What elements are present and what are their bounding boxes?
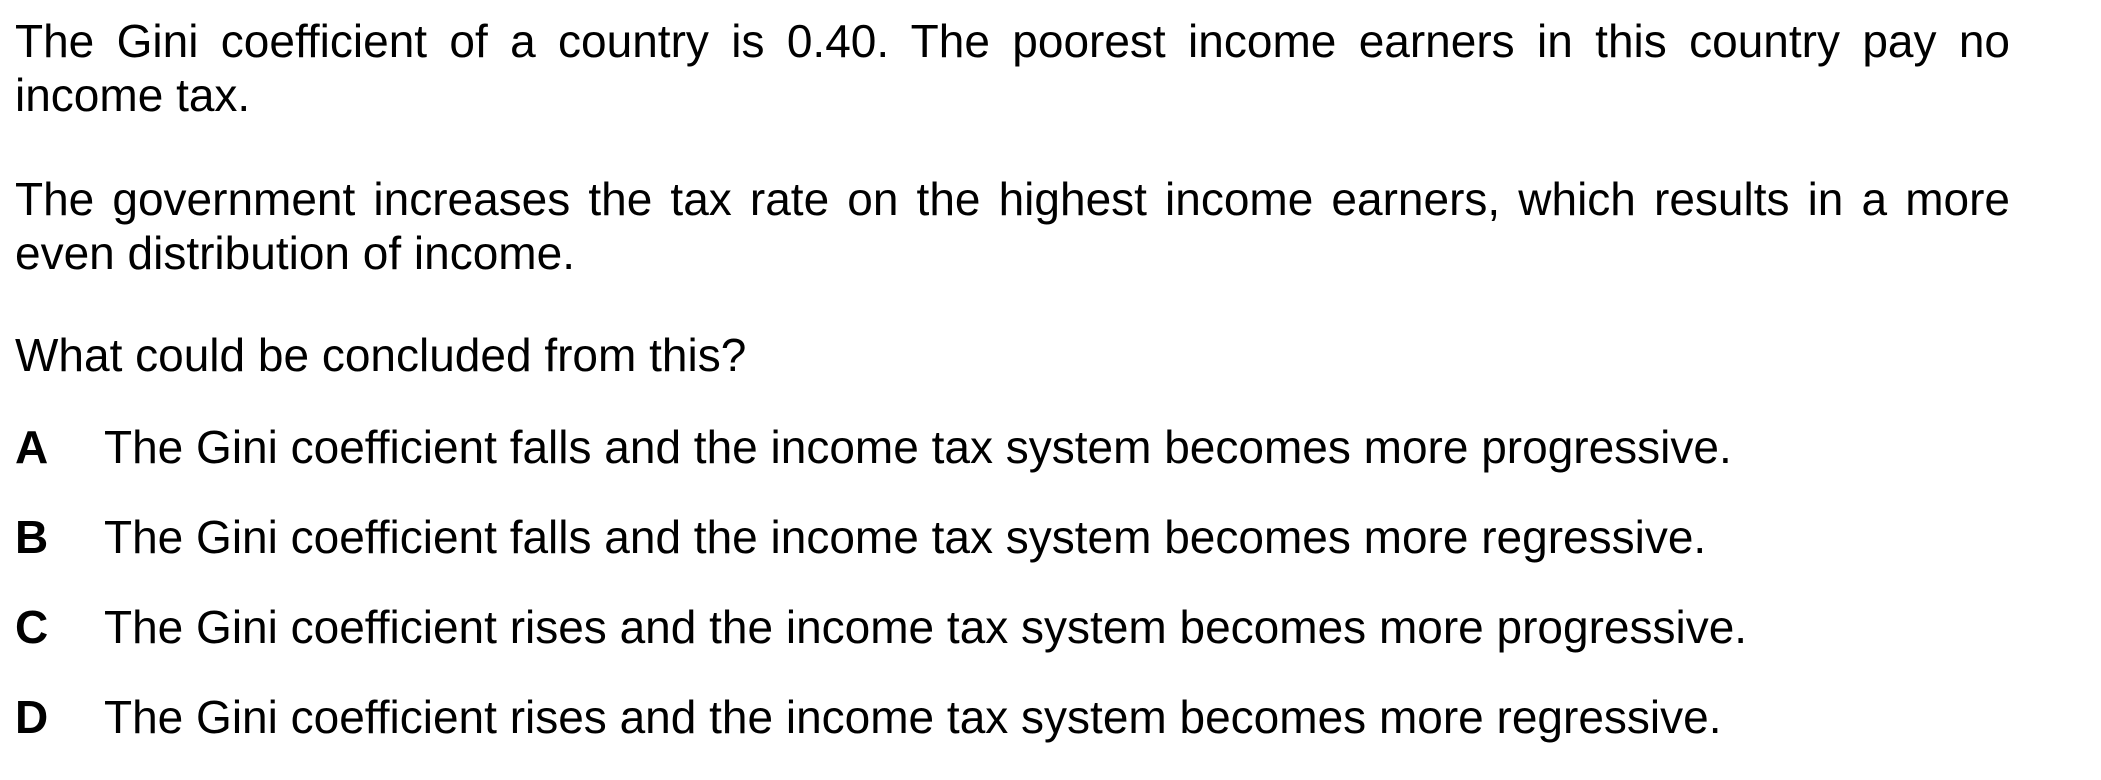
option-letter: A [15, 421, 49, 473]
option-text: The Gini coefficient falls and the incom… [104, 511, 1707, 563]
option-d[interactable]: D The Gini coefficient rises and the inc… [15, 690, 2010, 780]
question-prompt: What could be concluded from this? [15, 329, 747, 381]
option-c[interactable]: C The Gini coefficient rises and the inc… [15, 600, 2010, 690]
option-text: The Gini coefficient rises and the incom… [104, 601, 1748, 653]
option-b[interactable]: B The Gini coefficient falls and the inc… [15, 510, 2010, 600]
answer-options: A The Gini coefficient falls and the inc… [15, 420, 2010, 780]
option-letter: D [15, 691, 49, 743]
question-paragraph-1: The Gini coefficient of a country is 0.4… [15, 15, 2010, 121]
option-text: The Gini coefficient rises and the incom… [104, 691, 1722, 743]
option-letter: C [15, 601, 49, 653]
option-letter: B [15, 511, 49, 563]
question-paragraph-2: The government increases the tax rate on… [15, 173, 2010, 279]
question-block: The Gini coefficient of a country is 0.4… [15, 14, 2010, 780]
option-text: The Gini coefficient falls and the incom… [104, 421, 1732, 473]
option-a[interactable]: A The Gini coefficient falls and the inc… [15, 420, 2010, 510]
